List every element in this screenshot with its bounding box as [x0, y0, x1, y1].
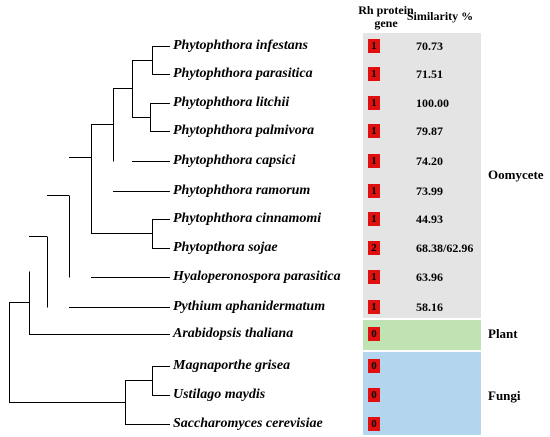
taxon-label: Phytophthora ramorum	[173, 183, 311, 198]
gene-count-badge: 1	[368, 300, 380, 314]
taxon-label: Arabidopsis thaliana	[173, 326, 294, 341]
similarity-value: 74.20	[416, 154, 443, 168]
gene-count-header: Rh protein gene	[356, 4, 416, 30]
similarity-value: 71.51	[416, 67, 443, 81]
gene-count-badge: 2	[368, 241, 380, 255]
taxon-label: Magnaporthe grisea	[173, 358, 291, 373]
taxon-label: Phytophthora litchii	[173, 95, 290, 110]
similarity-header: Similarity %	[406, 9, 474, 23]
gene-count-badge: 1	[368, 96, 380, 110]
similarity-value: 73.99	[416, 184, 443, 198]
plant-group-background	[363, 320, 481, 350]
gene-count-badge: 1	[368, 124, 380, 138]
taxon-label: Pythium aphanidermatum	[173, 299, 326, 314]
gene-count-badge: 1	[368, 212, 380, 226]
similarity-value: 58.16	[416, 300, 443, 314]
oomycete-group-background	[363, 33, 481, 318]
taxon-label: Hyaloperonospora parasitica	[173, 269, 341, 284]
gene-count-badge: 1	[368, 39, 380, 53]
taxon-label: Phytopthora sojae	[173, 240, 278, 255]
taxon-label: Ustilago maydis	[173, 387, 266, 402]
gene-count-header-line1: Rh protein	[358, 3, 414, 17]
similarity-value: 70.73	[416, 39, 443, 53]
taxon-label: Phytophthora capsici	[173, 153, 296, 168]
taxon-label: Phytophthora parasitica	[173, 66, 313, 81]
similarity-value: 100.00	[416, 96, 449, 110]
gene-count-badge: 0	[368, 417, 380, 431]
gene-count-badge: 0	[368, 388, 380, 402]
gene-count-badge: 1	[368, 154, 380, 168]
gene-count-badge: 0	[368, 327, 380, 341]
taxon-label: Phytophthora palmivora	[173, 123, 315, 138]
group-label-oomycete: Oomycete	[488, 167, 544, 182]
similarity-value: 63.96	[416, 270, 443, 284]
taxon-label: Phytophthora cinnamomi	[173, 211, 322, 226]
gene-count-badge: 1	[368, 67, 380, 81]
gene-count-badge: 1	[368, 270, 380, 284]
similarity-value: 79.87	[416, 124, 443, 138]
fungi-group-background	[363, 352, 481, 435]
gene-count-badge: 0	[368, 359, 380, 373]
taxon-label: Saccharomyces cerevisiae	[173, 416, 323, 431]
similarity-value: 44.93	[416, 212, 443, 226]
taxon-label: Phytophthora infestans	[173, 38, 308, 53]
group-label-fungi: Fungi	[488, 388, 521, 403]
similarity-value: 68.38/62.96	[416, 241, 474, 255]
gene-count-badge: 1	[368, 184, 380, 198]
gene-count-header-line2: gene	[374, 16, 398, 30]
group-label-plant: Plant	[488, 326, 518, 341]
